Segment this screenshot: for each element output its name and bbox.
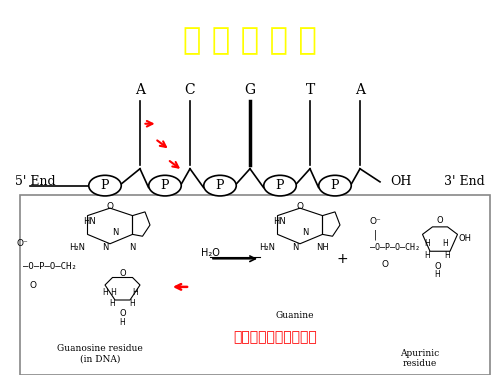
Text: H: H [444,251,450,260]
Text: O: O [119,268,126,278]
Ellipse shape [149,176,181,196]
Text: N: N [102,243,108,252]
Text: O: O [119,309,126,318]
Text: H: H [120,318,126,327]
Text: H: H [110,299,116,308]
Text: A: A [355,84,365,98]
Text: H H: H H [103,288,117,297]
Text: H₂N: H₂N [70,243,86,252]
Text: P: P [216,179,224,192]
Ellipse shape [89,176,121,196]
Text: HN: HN [274,217,286,226]
Text: O: O [296,202,304,211]
Text: Guanine: Guanine [276,311,314,320]
Text: N: N [112,228,118,237]
Ellipse shape [319,176,351,196]
Text: HN: HN [84,217,96,226]
Text: C: C [184,84,196,98]
Text: H: H [132,288,138,297]
Text: O: O [382,260,388,269]
Text: O: O [29,280,36,290]
Text: P: P [161,179,169,192]
Text: H: H [424,239,430,248]
Text: OH: OH [458,234,471,243]
Text: OH: OH [390,176,411,188]
Text: 3' End: 3' End [444,176,485,188]
Text: P: P [101,179,109,192]
Text: H: H [424,251,430,260]
Text: |: | [374,229,376,240]
Text: Guanosine residue
(in DNA): Guanosine residue (in DNA) [57,344,143,364]
Ellipse shape [264,176,296,196]
Text: +: + [336,252,348,266]
Text: O: O [436,216,444,225]
Text: O: O [106,202,114,211]
Text: P: P [331,179,339,192]
Text: H: H [442,239,448,248]
Text: A: A [135,84,145,98]
Ellipse shape [204,176,236,196]
Text: N: N [130,243,136,252]
Text: T: T [306,84,314,98]
Text: H: H [130,299,136,308]
Text: N: N [292,243,298,252]
Text: Apurinic
residue: Apurinic residue [400,349,440,368]
Text: H₂O: H₂O [200,248,220,258]
Text: O⁻: O⁻ [369,217,381,226]
Text: O⁻: O⁻ [16,239,28,248]
Text: —O—P—O—CH₂: —O—P—O—CH₂ [22,262,76,271]
Text: 5' End: 5' End [15,176,56,188]
Text: G: G [244,84,256,98]
Text: H: H [434,270,440,279]
Text: 箭头所指为水解的位置: 箭头所指为水解的位置 [233,330,317,345]
Text: N: N [302,228,308,237]
Text: H₂N: H₂N [260,243,276,252]
Text: P: P [276,179,284,192]
Bar [20,195,490,375]
Text: O: O [434,262,441,271]
Text: 核 酸 的 水 解: 核 酸 的 水 解 [183,26,317,55]
Text: –O–P–O–CH₂: –O–P–O–CH₂ [370,243,420,252]
Text: NH: NH [316,243,329,252]
